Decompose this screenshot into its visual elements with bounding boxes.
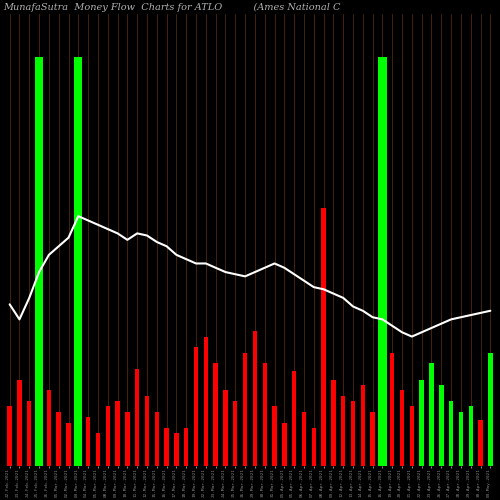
Bar <box>96 434 100 466</box>
Bar <box>66 422 70 466</box>
Bar <box>174 434 178 466</box>
Bar <box>86 417 90 466</box>
Bar <box>194 348 198 466</box>
Bar <box>331 380 336 466</box>
Bar <box>35 57 43 466</box>
Bar <box>292 371 296 466</box>
Bar <box>27 401 32 466</box>
Bar <box>8 406 12 466</box>
Bar <box>458 412 463 466</box>
Bar <box>410 406 414 466</box>
Bar <box>370 412 375 466</box>
Bar <box>282 422 286 466</box>
Bar <box>204 336 208 466</box>
Bar <box>449 401 454 466</box>
Bar <box>233 401 237 466</box>
Bar <box>312 428 316 466</box>
Bar <box>145 396 149 466</box>
Bar <box>116 401 120 466</box>
Bar <box>243 352 248 466</box>
Bar <box>478 420 483 466</box>
Bar <box>46 390 51 466</box>
Bar <box>302 412 306 466</box>
Bar <box>360 385 365 466</box>
Bar <box>184 428 188 466</box>
Bar <box>488 352 492 466</box>
Text: MunafaSutra  Money Flow  Charts for ATLO          (Ames National C: MunafaSutra Money Flow Charts for ATLO (… <box>3 3 340 12</box>
Bar <box>272 406 276 466</box>
Bar <box>56 412 61 466</box>
Bar <box>106 406 110 466</box>
Bar <box>17 380 21 466</box>
Bar <box>125 412 130 466</box>
Bar <box>224 390 228 466</box>
Bar <box>74 57 82 466</box>
Bar <box>164 428 169 466</box>
Bar <box>378 57 386 466</box>
Bar <box>400 390 404 466</box>
Bar <box>468 406 473 466</box>
Bar <box>430 364 434 466</box>
Bar <box>214 364 218 466</box>
Bar <box>154 412 159 466</box>
Bar <box>252 331 257 466</box>
Bar <box>322 208 326 466</box>
Bar <box>420 380 424 466</box>
Bar <box>351 401 355 466</box>
Bar <box>341 396 345 466</box>
Bar <box>439 385 444 466</box>
Bar <box>390 352 394 466</box>
Bar <box>262 364 267 466</box>
Bar <box>135 369 140 466</box>
